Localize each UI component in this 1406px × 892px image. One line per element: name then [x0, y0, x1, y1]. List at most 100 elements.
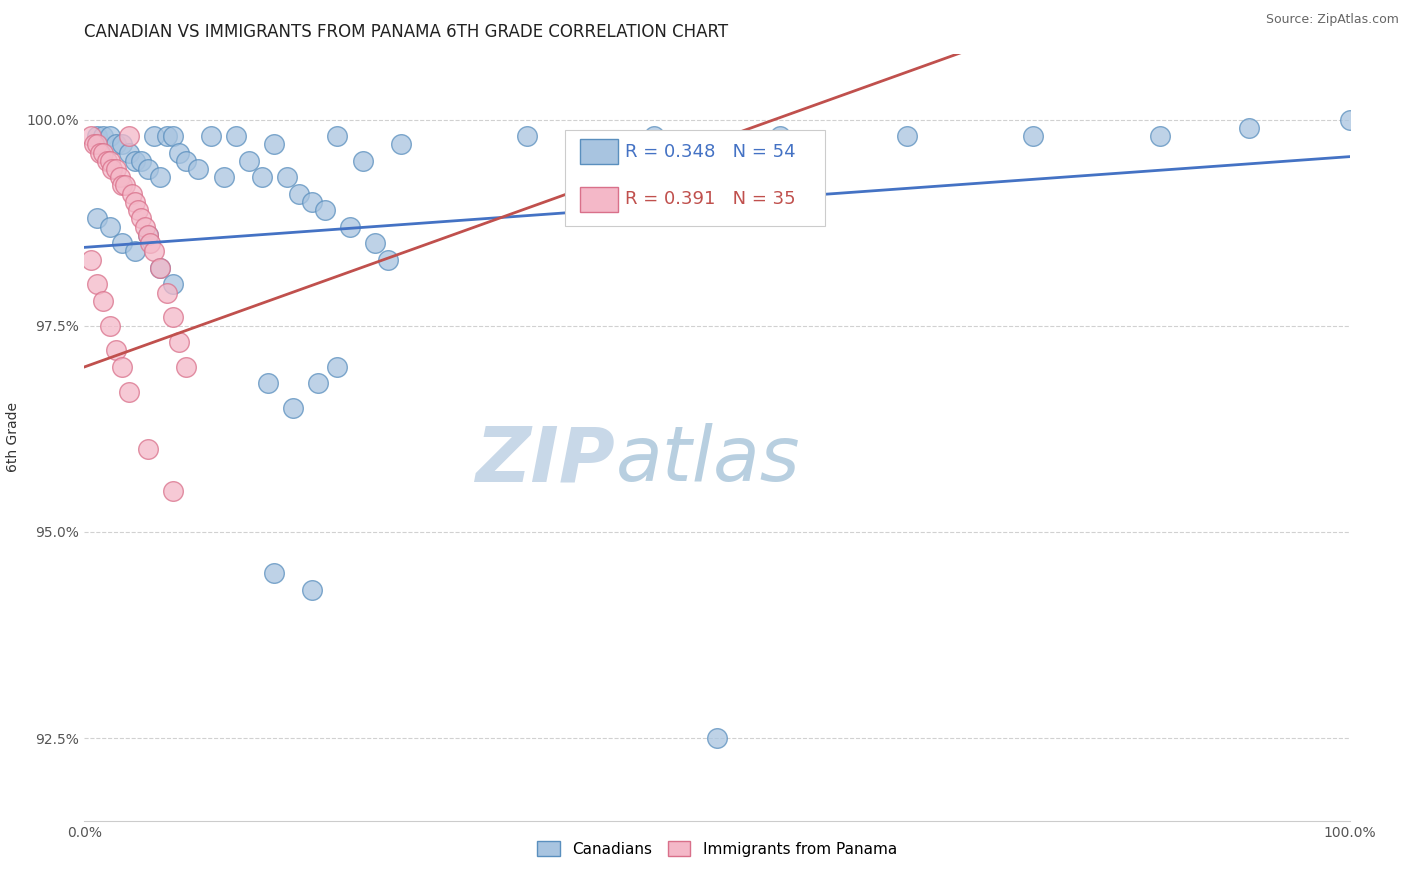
Point [314, 203, 336, 218]
Point [149, 260, 172, 275]
Point [263, 137, 285, 152]
Point [706, 731, 728, 746]
Point [288, 186, 311, 201]
Point [101, 161, 124, 176]
Point [98, 318, 121, 333]
Point [111, 236, 134, 251]
Point [352, 153, 374, 168]
Y-axis label: 6th Grade: 6th Grade [6, 402, 20, 472]
Point [86, 277, 108, 292]
FancyBboxPatch shape [581, 139, 619, 164]
Point [139, 236, 162, 251]
Point [111, 137, 134, 152]
FancyBboxPatch shape [581, 187, 619, 211]
Point [111, 178, 134, 193]
Point [643, 128, 665, 143]
Point [162, 128, 184, 143]
Point [162, 277, 184, 292]
Legend: Canadians, Immigrants from Panama: Canadians, Immigrants from Panama [531, 835, 903, 863]
Point [1022, 128, 1045, 143]
Point [136, 442, 159, 457]
Point [377, 252, 399, 267]
Point [118, 145, 141, 160]
Point [83, 137, 105, 152]
Point [118, 128, 141, 143]
Point [105, 343, 127, 358]
Text: atlas: atlas [616, 423, 800, 497]
Point [114, 178, 136, 193]
Point [129, 211, 153, 226]
Point [98, 128, 121, 143]
FancyBboxPatch shape [565, 130, 824, 227]
Point [149, 260, 172, 275]
Point [250, 170, 273, 185]
Point [98, 153, 121, 168]
Point [124, 244, 146, 259]
Point [136, 161, 159, 176]
Point [1339, 112, 1361, 127]
Point [118, 384, 141, 399]
Point [1149, 128, 1171, 143]
Point [225, 128, 247, 143]
Point [276, 170, 298, 185]
Point [124, 153, 146, 168]
Point [79, 252, 103, 267]
Point [326, 128, 349, 143]
Point [105, 161, 127, 176]
Point [86, 211, 108, 226]
Point [149, 170, 172, 185]
Point [105, 137, 127, 152]
Point [389, 137, 412, 152]
Point [301, 194, 323, 209]
Point [124, 194, 146, 209]
Point [129, 153, 153, 168]
Point [89, 145, 111, 160]
Point [93, 145, 115, 160]
Point [174, 153, 197, 168]
Point [257, 376, 280, 391]
Point [516, 128, 538, 143]
Point [238, 153, 260, 168]
Point [174, 359, 197, 374]
Point [162, 483, 184, 498]
Point [169, 145, 191, 160]
Point [134, 219, 156, 234]
Text: R = 0.348   N = 54: R = 0.348 N = 54 [624, 143, 796, 161]
Point [86, 128, 108, 143]
Text: CANADIAN VS IMMIGRANTS FROM PANAMA 6TH GRADE CORRELATION CHART: CANADIAN VS IMMIGRANTS FROM PANAMA 6TH G… [84, 23, 728, 41]
Point [281, 401, 305, 416]
Point [108, 170, 131, 185]
Point [896, 128, 918, 143]
Point [301, 582, 323, 597]
Point [136, 227, 159, 242]
Point [339, 219, 361, 234]
Point [263, 566, 285, 581]
Point [136, 227, 159, 242]
Point [79, 128, 103, 143]
Point [96, 153, 118, 168]
Text: ZIP: ZIP [477, 423, 616, 497]
Point [98, 219, 121, 234]
Text: R = 0.391   N = 35: R = 0.391 N = 35 [624, 190, 796, 208]
Point [155, 128, 177, 143]
Point [169, 335, 191, 350]
Point [212, 170, 235, 185]
Point [127, 203, 149, 218]
Point [200, 128, 222, 143]
Point [143, 244, 166, 259]
Point [121, 186, 143, 201]
Text: Source: ZipAtlas.com: Source: ZipAtlas.com [1265, 13, 1399, 27]
Point [111, 359, 134, 374]
Point [307, 376, 329, 391]
Point [162, 310, 184, 325]
Point [1237, 120, 1260, 135]
Point [326, 359, 349, 374]
Point [93, 128, 115, 143]
Point [143, 128, 166, 143]
Point [86, 137, 108, 152]
Point [187, 161, 209, 176]
Point [155, 285, 177, 300]
Point [93, 293, 115, 308]
Point [769, 128, 792, 143]
Point [364, 236, 387, 251]
